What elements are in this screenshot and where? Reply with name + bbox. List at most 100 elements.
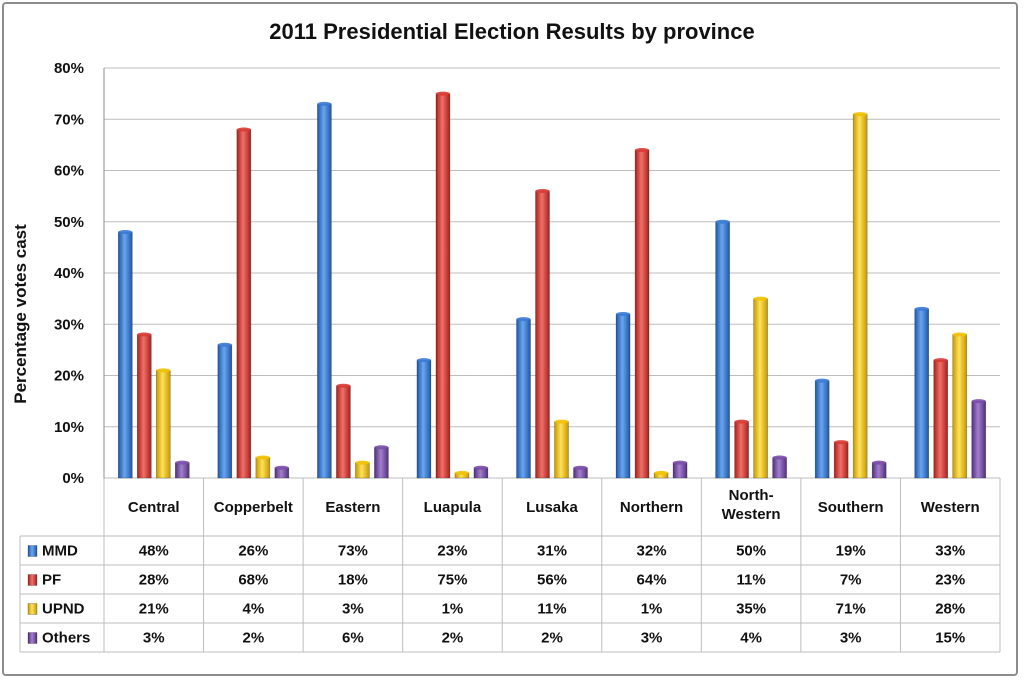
data-label: 48% — [139, 543, 169, 560]
bar-others-6 — [772, 457, 787, 479]
data-label: 11% — [537, 601, 566, 618]
data-label: 23% — [437, 543, 467, 560]
data-label: 71% — [836, 601, 866, 618]
bar-cap — [236, 127, 251, 132]
bar-cap — [374, 445, 389, 450]
data-label: 35% — [736, 601, 766, 618]
gridlines — [103, 67, 1000, 479]
bar-cap — [435, 91, 450, 96]
y-tick-label: 10% — [54, 419, 84, 436]
legend-swatch-pf — [27, 574, 38, 586]
data-label: 4% — [242, 601, 264, 618]
bar-mmd-2 — [317, 103, 332, 479]
data-label: 2% — [442, 630, 464, 647]
bar-cap — [175, 460, 190, 465]
bar-mmd-8 — [914, 308, 930, 479]
y-tick-label: 0% — [62, 470, 84, 487]
bar-pf-3 — [435, 93, 451, 479]
bar-upnd-2 — [355, 462, 370, 479]
data-label: 3% — [143, 630, 165, 647]
data-label: 2% — [242, 630, 264, 647]
bar-cap — [336, 383, 351, 388]
bar-pf-8 — [933, 359, 949, 479]
y-tick-label: 80% — [54, 60, 84, 77]
x-tick-label: North-Western — [722, 487, 781, 523]
y-tick-label: 50% — [54, 214, 84, 231]
bar-others-0 — [174, 462, 190, 479]
bar-mmd-6 — [715, 221, 730, 479]
bar-others-5 — [672, 462, 688, 479]
data-label: 3% — [641, 630, 663, 647]
legend-label-others: Others — [42, 630, 90, 647]
bar-cap — [635, 148, 650, 152]
x-tick-label: Southern — [818, 499, 884, 516]
x-tick-label: Northern — [620, 499, 683, 516]
bar-mmd-1 — [217, 344, 233, 479]
data-label: 2% — [541, 630, 563, 647]
bar-upnd-8 — [952, 334, 968, 479]
data-label: 75% — [437, 572, 467, 589]
bar-others-8 — [971, 400, 987, 479]
data-label: 18% — [338, 572, 368, 589]
data-label: 7% — [840, 572, 862, 589]
bar-upnd-0 — [155, 370, 171, 479]
legend-label-pf: PF — [42, 572, 61, 589]
y-tick-label: 20% — [54, 368, 84, 385]
bar-cap — [734, 419, 749, 424]
data-label: 23% — [935, 572, 965, 589]
bars — [117, 91, 987, 479]
data-table: Central Copperbelt Eastern Luapula Lusaka Nor… — [19, 478, 1001, 653]
x-tick-label: Western — [921, 499, 980, 516]
bar-others-2 — [374, 446, 389, 479]
bar-cap — [834, 440, 849, 445]
bar-cap — [952, 332, 967, 337]
bar-cap — [118, 230, 133, 234]
bar-mmd-3 — [416, 359, 432, 479]
bar-mmd-5 — [615, 313, 631, 479]
x-tick-label: Eastern — [325, 499, 380, 516]
legend-swatch-mmd — [27, 545, 38, 557]
y-tick-label: 40% — [54, 265, 84, 282]
data-label: 64% — [637, 572, 667, 589]
bar-pf-6 — [734, 421, 749, 479]
bar-cap — [473, 465, 488, 470]
bar-cap — [815, 378, 830, 383]
legend-label-upnd: UPND — [42, 601, 85, 618]
bar-cap — [156, 368, 171, 373]
bar-upnd-4 — [554, 421, 569, 479]
data-label: 33% — [935, 543, 965, 560]
legend-label-mmd: MMD — [42, 543, 78, 560]
data-label: 32% — [637, 543, 667, 560]
y-tick-label: 30% — [54, 316, 84, 333]
legend-swatch-others — [27, 632, 38, 644]
bar-cap — [872, 460, 887, 465]
bar-cap — [971, 399, 986, 404]
y-axis-ticks: 0% 10% 20% 30% 40% 50% 60% 70% 80% — [54, 60, 84, 487]
x-tick-label: Lusaka — [526, 499, 578, 516]
bar-cap — [616, 312, 631, 316]
bar-pf-0 — [136, 334, 152, 479]
y-axis-label: Percentage votes cast — [11, 224, 30, 404]
data-label: 68% — [238, 572, 268, 589]
bar-cap — [933, 358, 948, 363]
bar-upnd-1 — [255, 457, 271, 479]
data-label: 3% — [342, 601, 364, 618]
bar-pf-1 — [236, 129, 252, 479]
data-label: 21% — [139, 601, 169, 618]
bar-upnd-6 — [753, 298, 768, 479]
bar-cap — [753, 296, 768, 301]
bar-cap — [255, 455, 270, 460]
bar-cap — [715, 219, 730, 224]
bar-cap — [772, 455, 787, 460]
bar-cap — [914, 306, 929, 311]
legend-swatch-upnd — [27, 603, 38, 615]
x-tick-label: Copperbelt — [214, 499, 293, 516]
x-tick-label: Central — [128, 499, 180, 516]
data-label: 11% — [737, 572, 766, 589]
bar-cap — [317, 101, 332, 106]
bar-pf-5 — [634, 149, 650, 479]
bar-cap — [274, 465, 289, 470]
y-tick-label: 70% — [54, 111, 84, 128]
